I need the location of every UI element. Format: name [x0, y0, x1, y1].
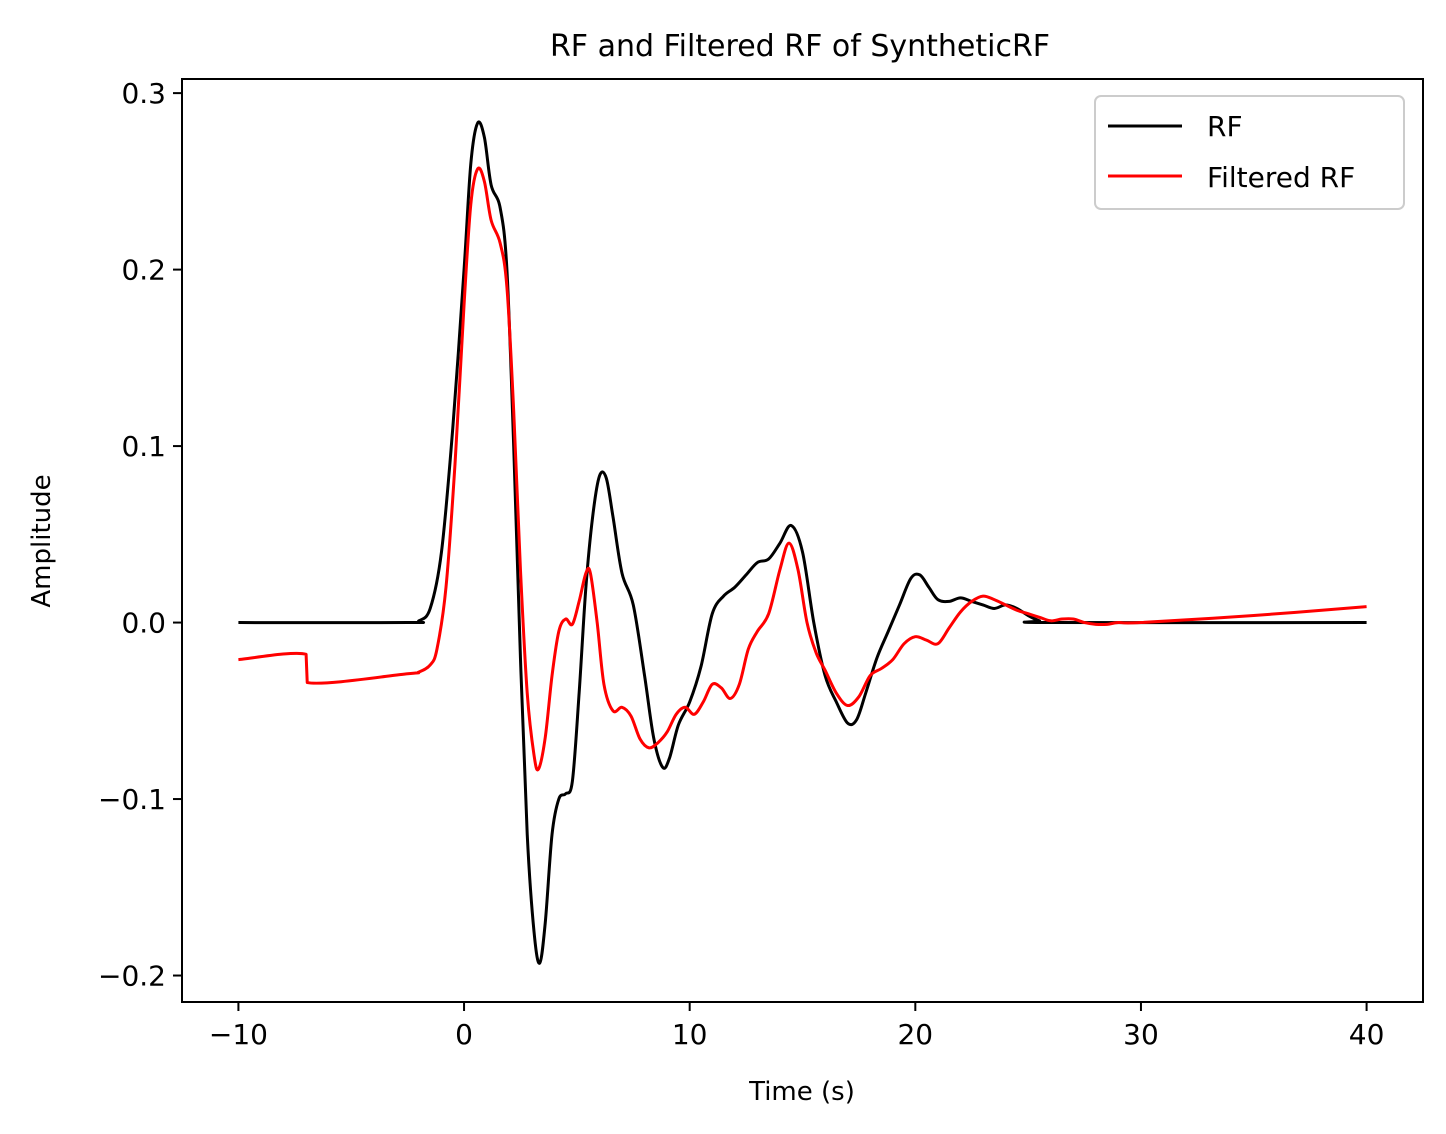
y-tick-label: 0.1 [121, 430, 166, 463]
x-tick-label: 20 [897, 1018, 933, 1051]
x-axis: −10 0 10 20 30 40 [209, 1002, 1385, 1051]
x-tick-label: 10 [672, 1018, 708, 1051]
x-axis-label: Time (s) [748, 1077, 855, 1107]
series-line-rf [238, 120, 1367, 965]
legend-box [1094, 95, 1405, 210]
legend: RF Filtered RF [1094, 95, 1405, 210]
legend-label-filtered-rf: Filtered RF [1207, 161, 1355, 194]
y-tick-label: −0.1 [98, 783, 166, 816]
series-layer [238, 120, 1367, 965]
legend-label-rf: RF [1207, 110, 1243, 143]
y-axis: −0.2 −0.1 0.0 0.1 0.2 0.3 [98, 77, 182, 993]
x-tick-label: 0 [455, 1018, 473, 1051]
series-line-filtered-rf [238, 166, 1367, 772]
x-tick-label: 30 [1123, 1018, 1159, 1051]
y-axis-label: Amplitude [27, 474, 57, 607]
y-tick-label: −0.2 [98, 960, 166, 993]
y-tick-label: 0.0 [121, 607, 166, 640]
x-tick-label: 40 [1349, 1018, 1385, 1051]
plot-frame [181, 78, 1424, 1003]
y-tick-label: 0.3 [121, 77, 166, 110]
y-tick-label: 0.2 [121, 254, 166, 287]
chart-title: RF and Filtered RF of SyntheticRF [550, 29, 1050, 64]
x-tick-label: −10 [209, 1018, 268, 1051]
plot-area [181, 78, 1424, 1003]
